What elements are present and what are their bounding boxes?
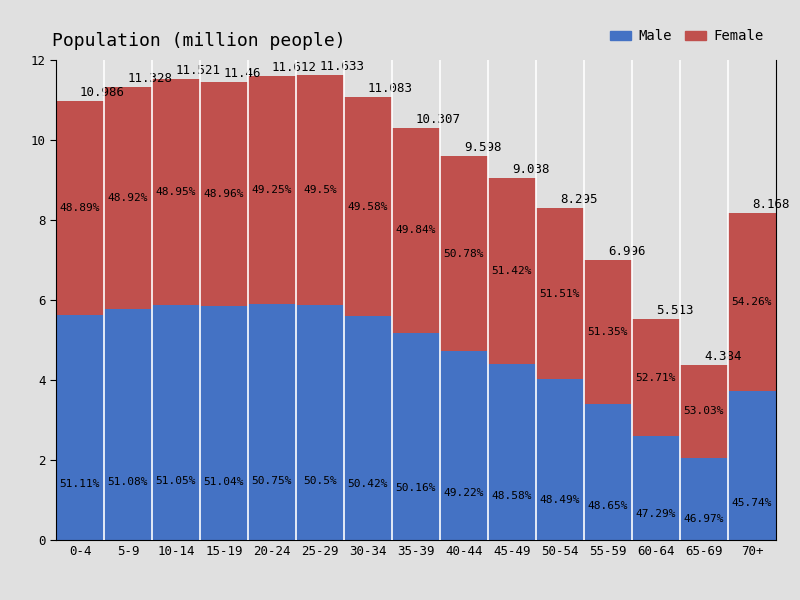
Text: 6.996: 6.996 <box>608 245 646 258</box>
Text: 8.168: 8.168 <box>752 198 790 211</box>
Bar <box>296 305 344 540</box>
Text: 11.083: 11.083 <box>368 82 413 95</box>
Bar <box>104 308 152 540</box>
Legend: Male, Female: Male, Female <box>605 24 769 49</box>
Bar <box>248 76 296 304</box>
Bar <box>584 404 632 540</box>
Bar <box>152 305 200 540</box>
Text: 48.89%: 48.89% <box>60 203 100 213</box>
Text: 49.5%: 49.5% <box>303 185 337 195</box>
Text: 48.49%: 48.49% <box>540 495 580 505</box>
Bar <box>104 87 152 308</box>
Text: 52.71%: 52.71% <box>636 373 676 383</box>
Bar <box>344 97 392 316</box>
Text: 50.5%: 50.5% <box>303 476 337 486</box>
Text: 51.35%: 51.35% <box>588 327 628 337</box>
Text: 49.58%: 49.58% <box>348 202 388 212</box>
Text: 11.521: 11.521 <box>176 64 221 77</box>
Bar <box>584 260 632 404</box>
Text: 47.29%: 47.29% <box>636 509 676 519</box>
Text: 51.08%: 51.08% <box>108 477 148 487</box>
Text: 51.04%: 51.04% <box>204 476 244 487</box>
Bar <box>632 436 680 540</box>
Text: 51.05%: 51.05% <box>156 476 196 486</box>
Bar <box>344 316 392 540</box>
Text: 50.42%: 50.42% <box>348 479 388 489</box>
Text: 54.26%: 54.26% <box>732 297 772 307</box>
Text: 48.58%: 48.58% <box>492 491 532 501</box>
Bar <box>440 156 488 351</box>
Text: 9.038: 9.038 <box>512 163 550 176</box>
Bar <box>632 319 680 436</box>
Bar <box>680 458 728 540</box>
Text: 11.633: 11.633 <box>320 59 365 73</box>
Text: 49.25%: 49.25% <box>252 185 292 195</box>
Text: 48.96%: 48.96% <box>204 189 244 199</box>
Text: 48.65%: 48.65% <box>588 501 628 511</box>
Bar <box>392 128 440 333</box>
Text: Population (million people): Population (million people) <box>53 32 346 50</box>
Bar <box>536 208 584 379</box>
Text: 51.51%: 51.51% <box>540 289 580 299</box>
Text: 49.22%: 49.22% <box>444 488 484 498</box>
Text: 10.986: 10.986 <box>80 86 125 98</box>
Text: 50.75%: 50.75% <box>252 476 292 486</box>
Text: 48.95%: 48.95% <box>156 187 196 197</box>
Text: 4.384: 4.384 <box>704 350 742 362</box>
Bar <box>728 213 776 391</box>
Text: 10.307: 10.307 <box>416 113 461 126</box>
Bar <box>488 364 536 540</box>
Bar <box>440 351 488 540</box>
Text: 49.84%: 49.84% <box>396 226 436 235</box>
Bar <box>56 316 104 540</box>
Text: 45.74%: 45.74% <box>732 497 772 508</box>
Text: 50.16%: 50.16% <box>396 484 436 493</box>
Text: 51.11%: 51.11% <box>60 479 100 489</box>
Text: 50.78%: 50.78% <box>444 248 484 259</box>
Text: 11.612: 11.612 <box>272 61 317 74</box>
Bar <box>392 333 440 540</box>
Bar <box>248 304 296 540</box>
Bar <box>200 306 248 540</box>
Text: 11.328: 11.328 <box>128 72 173 85</box>
Bar <box>152 79 200 305</box>
Bar <box>680 365 728 458</box>
Text: 5.513: 5.513 <box>656 304 694 317</box>
Text: 9.598: 9.598 <box>464 141 502 154</box>
Text: 11.46: 11.46 <box>224 67 262 80</box>
Text: 53.03%: 53.03% <box>684 406 724 416</box>
Bar <box>56 101 104 316</box>
Text: 51.42%: 51.42% <box>492 266 532 277</box>
Text: 46.97%: 46.97% <box>684 514 724 524</box>
Bar <box>488 178 536 364</box>
Bar <box>536 379 584 540</box>
Bar <box>296 74 344 305</box>
Bar <box>200 82 248 306</box>
Bar <box>728 391 776 540</box>
Text: 48.92%: 48.92% <box>108 193 148 203</box>
Text: 8.295: 8.295 <box>560 193 598 206</box>
